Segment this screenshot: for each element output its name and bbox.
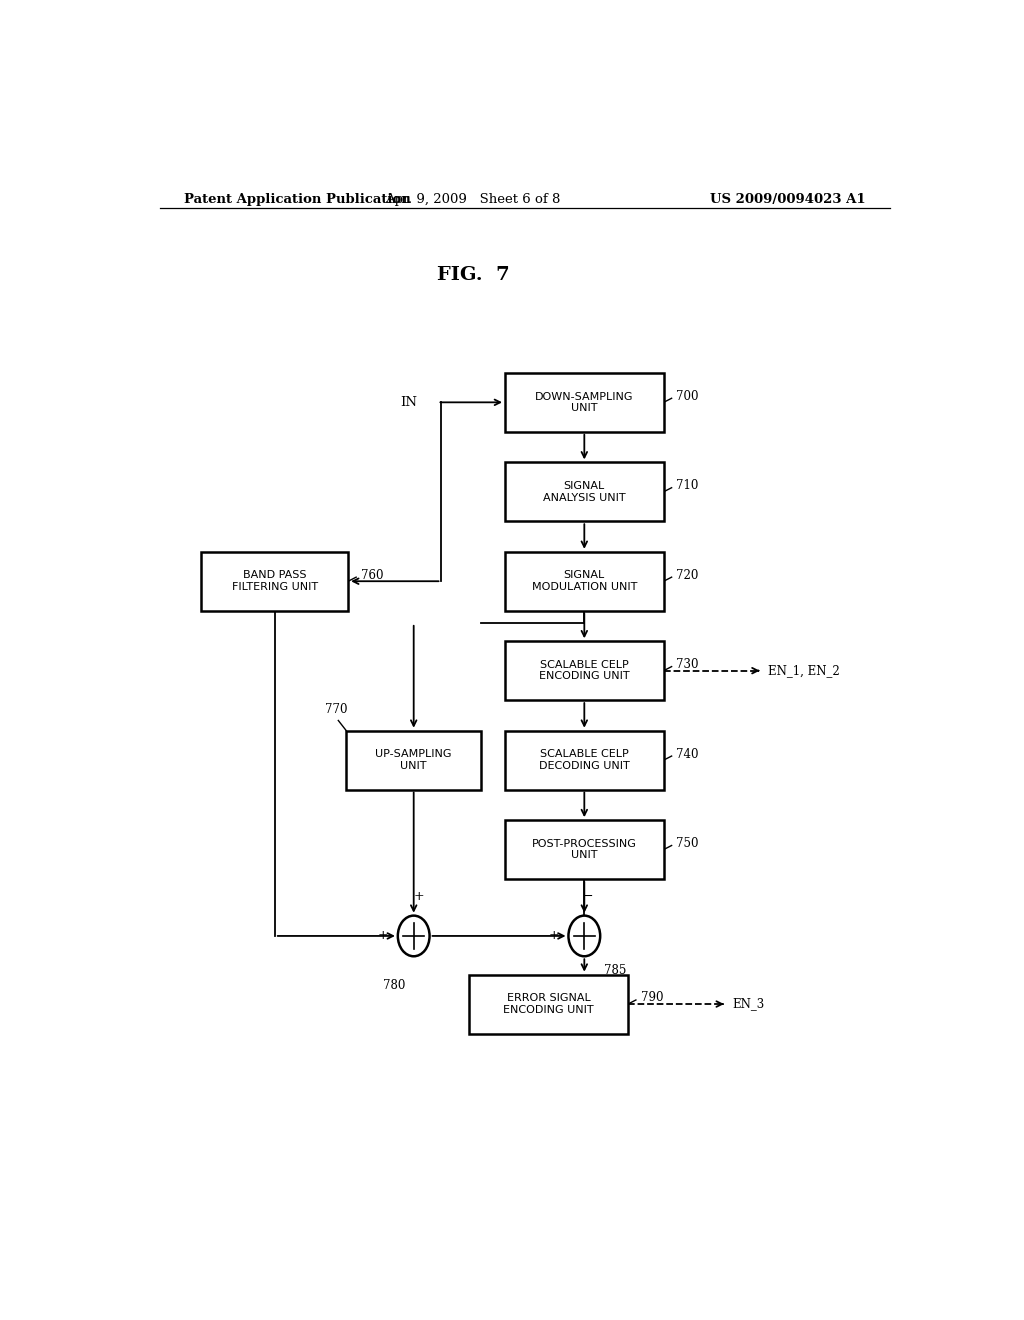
Text: EN_1, EN_2: EN_1, EN_2 [768,664,840,677]
Bar [505,642,664,700]
Bar [346,731,481,789]
Text: 720: 720 [677,569,698,582]
Text: 740: 740 [677,747,698,760]
Text: 770: 770 [326,704,348,717]
Text: Apr. 9, 2009   Sheet 6 of 8: Apr. 9, 2009 Sheet 6 of 8 [385,193,561,206]
Text: SCALABLE CELP
ENCODING UNIT: SCALABLE CELP ENCODING UNIT [539,660,630,681]
Bar [202,552,348,611]
Text: 780: 780 [383,978,406,991]
Text: −: − [583,891,593,903]
Bar [505,731,664,789]
Text: +: + [413,891,424,903]
Text: DOWN-SAMPLING
UNIT: DOWN-SAMPLING UNIT [536,392,634,413]
Circle shape [568,916,600,956]
Text: 785: 785 [604,965,627,977]
Text: Patent Application Publication: Patent Application Publication [183,193,411,206]
Bar [505,462,664,521]
Text: SCALABLE CELP
DECODING UNIT: SCALABLE CELP DECODING UNIT [539,750,630,771]
Text: POST-PROCESSING
UNIT: POST-PROCESSING UNIT [531,838,637,861]
Text: SIGNAL
ANALYSIS UNIT: SIGNAL ANALYSIS UNIT [543,480,626,503]
Text: 750: 750 [677,837,698,850]
Text: SIGNAL
MODULATION UNIT: SIGNAL MODULATION UNIT [531,570,637,593]
Text: EN_3: EN_3 [733,998,765,1011]
Text: 700: 700 [677,389,698,403]
Text: UP-SAMPLING
UNIT: UP-SAMPLING UNIT [376,750,452,771]
Text: BAND PASS
FILTERING UNIT: BAND PASS FILTERING UNIT [231,570,317,593]
Text: 710: 710 [677,479,698,492]
Bar [505,552,664,611]
Bar [469,974,628,1034]
Text: IN: IN [400,396,418,409]
Text: FIG.  7: FIG. 7 [437,267,510,284]
Circle shape [397,916,430,956]
Text: 730: 730 [677,659,698,671]
Text: +: + [548,929,559,942]
Text: 760: 760 [360,569,383,582]
Text: US 2009/0094023 A1: US 2009/0094023 A1 [711,193,866,206]
Bar [505,820,664,879]
Bar [505,372,664,432]
Text: +: + [378,929,388,942]
Text: ERROR SIGNAL
ENCODING UNIT: ERROR SIGNAL ENCODING UNIT [503,993,594,1015]
Text: 790: 790 [641,991,664,1005]
